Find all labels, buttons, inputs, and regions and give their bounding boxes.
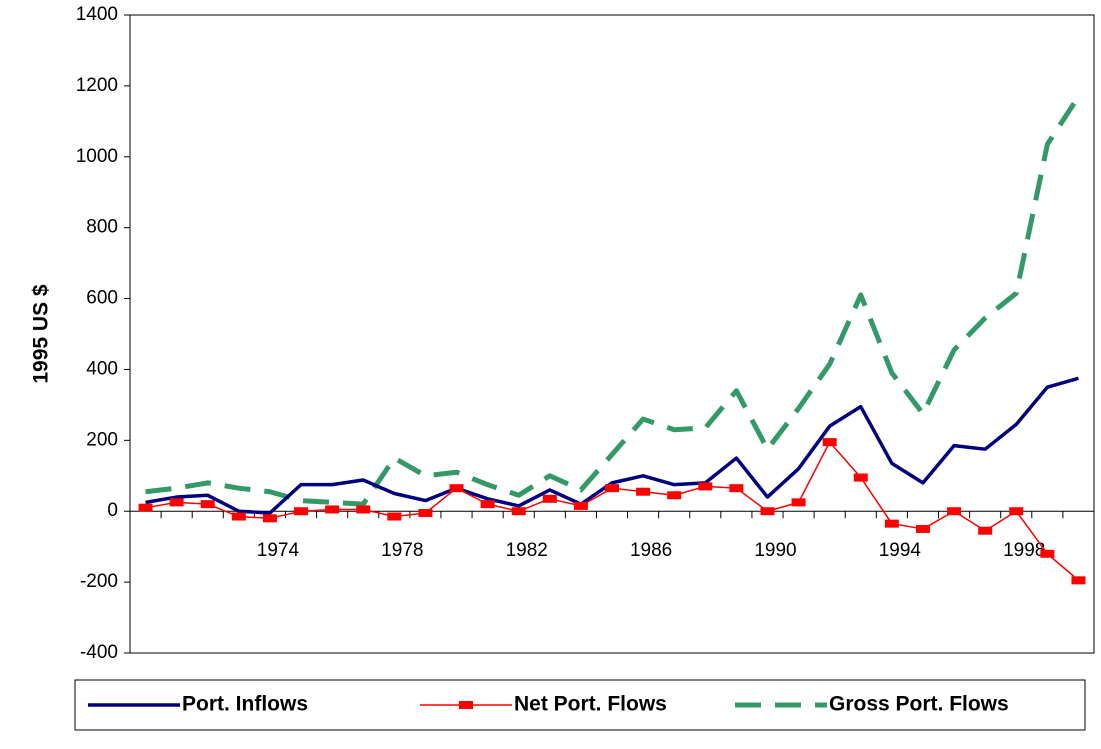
marker — [947, 507, 962, 516]
x-tick-label: 1982 — [506, 540, 548, 561]
marker — [169, 498, 184, 507]
marker — [480, 500, 495, 509]
y-tick-label: 1200 — [76, 75, 118, 96]
series-line — [145, 95, 1081, 507]
marker — [667, 491, 682, 500]
marker — [542, 494, 557, 503]
marker — [573, 501, 588, 510]
x-tick-label: 1974 — [257, 540, 300, 561]
marker — [1009, 507, 1024, 516]
y-tick-label: 800 — [86, 217, 118, 238]
marker — [356, 505, 371, 514]
x-tick-label: 1994 — [879, 540, 922, 561]
marker — [294, 507, 309, 516]
legend-label: Net Port. Flows — [514, 693, 667, 716]
y-tick-label: 200 — [86, 429, 118, 450]
marker — [325, 505, 340, 514]
marker — [138, 503, 153, 512]
marker — [822, 438, 837, 447]
series-line — [145, 376, 1079, 515]
x-tick-label: 1978 — [381, 540, 423, 561]
y-tick-label: -200 — [80, 571, 118, 592]
y-axis-title: 1995 US $ — [30, 284, 53, 384]
marker — [511, 507, 526, 516]
marker — [636, 487, 651, 496]
marker — [791, 498, 806, 507]
legend-label: Gross Port. Flows — [829, 693, 1009, 716]
marker — [698, 482, 713, 491]
marker — [262, 514, 277, 523]
marker — [418, 508, 433, 517]
marker — [200, 500, 215, 509]
marker — [605, 484, 619, 493]
plot-frame — [129, 14, 1095, 654]
y-tick-label: 600 — [86, 288, 118, 309]
x-tick-label: 1990 — [754, 540, 796, 561]
y-tick-label: 400 — [86, 358, 118, 379]
legend-box — [74, 679, 1086, 731]
marker — [729, 484, 744, 493]
legend-label: Port. Inflows — [182, 693, 308, 716]
x-tick-label: 1986 — [630, 540, 672, 561]
marker — [760, 507, 775, 516]
marker — [853, 473, 868, 482]
x-tick-label: 1998 — [1003, 540, 1045, 561]
marker — [978, 526, 993, 535]
y-tick-label: 1400 — [76, 4, 118, 25]
marker — [387, 512, 402, 521]
y-tick-label: 0 — [107, 500, 118, 521]
y-tick-label: 1000 — [76, 146, 118, 167]
marker — [231, 512, 246, 521]
legend: Port. Inflows Net Port. Flows Gross Port. … — [88, 693, 1009, 716]
marker — [1071, 576, 1086, 585]
marker — [884, 519, 899, 528]
legend-marker — [459, 701, 473, 709]
y-tick-label: -400 — [80, 642, 118, 663]
marker — [915, 524, 930, 533]
marker — [1040, 549, 1055, 558]
marker — [449, 484, 464, 493]
